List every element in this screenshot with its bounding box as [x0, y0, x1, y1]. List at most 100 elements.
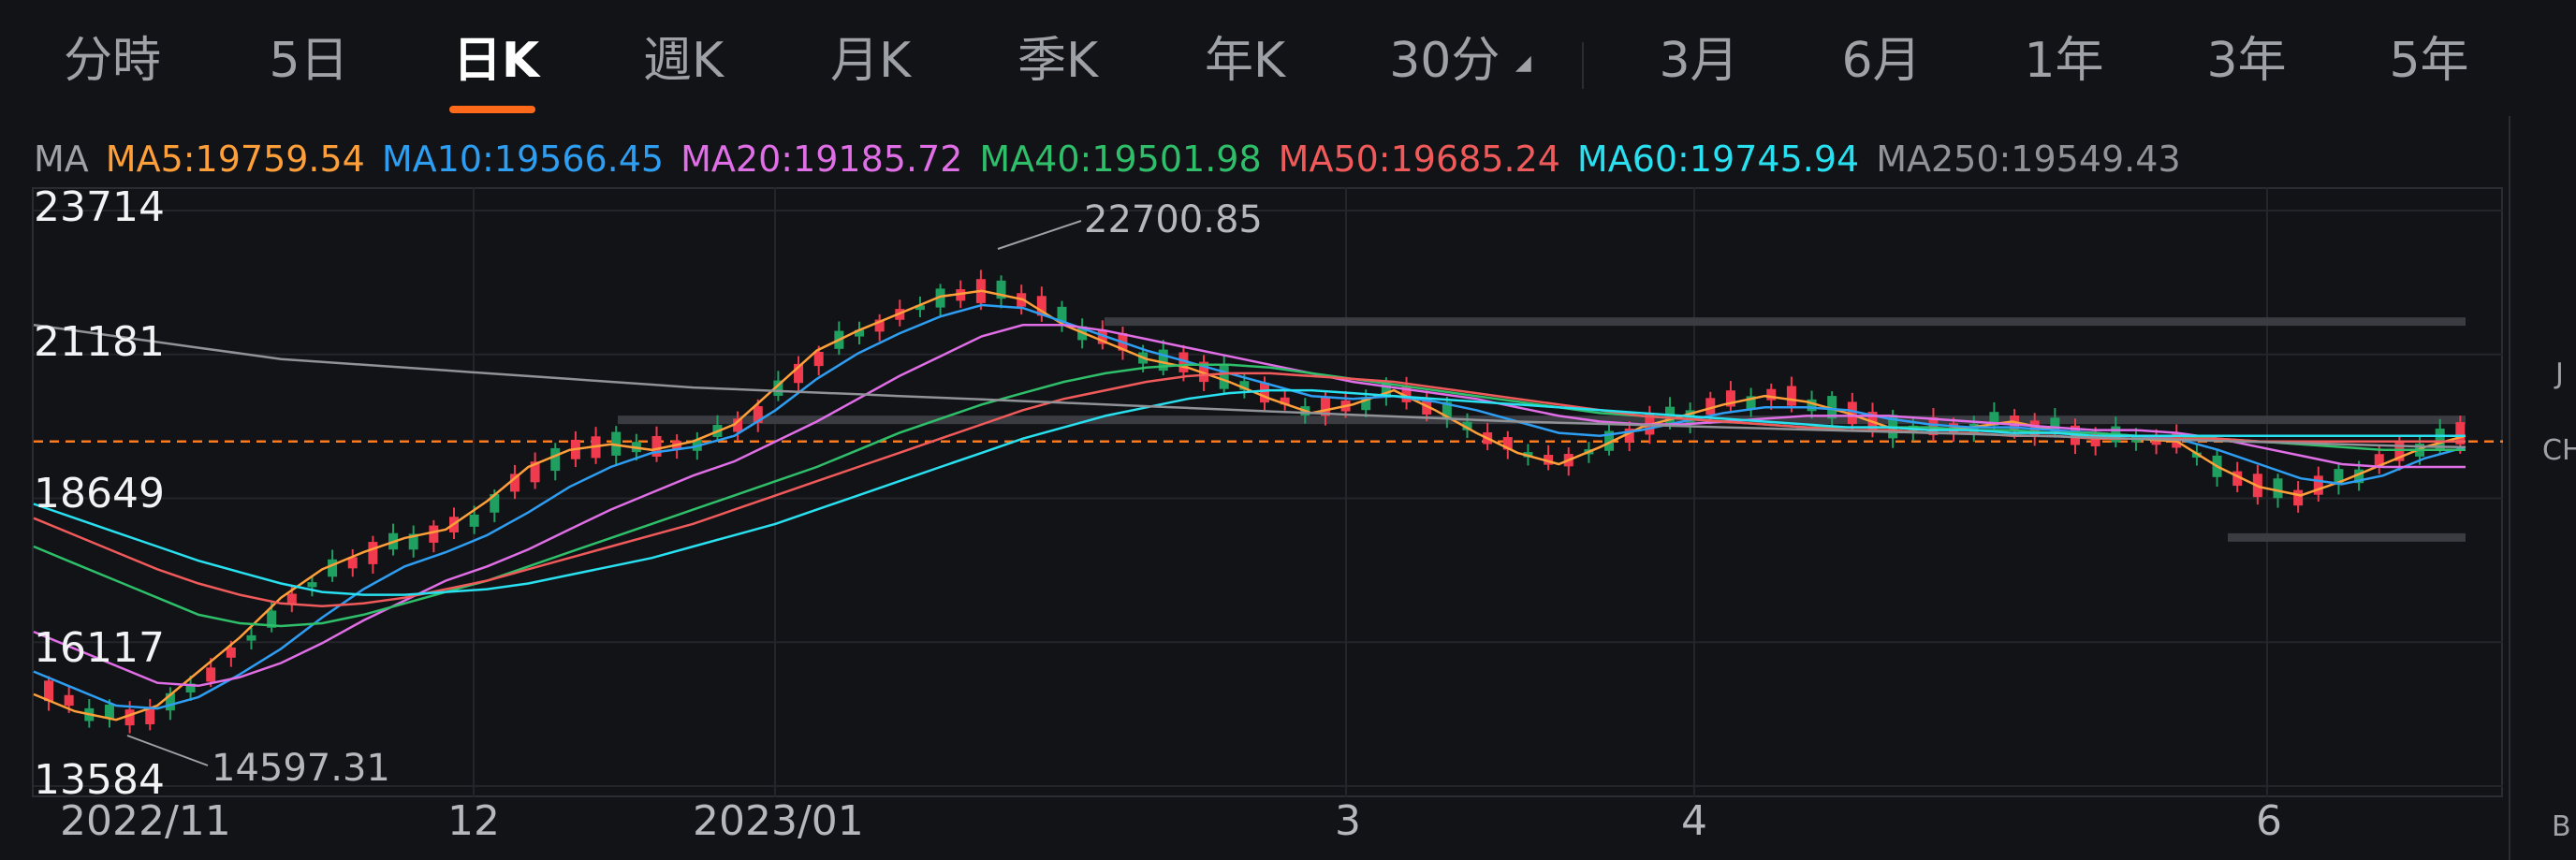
y-tick-label: 18649	[34, 470, 165, 517]
candle-body	[1057, 306, 1067, 323]
candle-body	[1624, 428, 1634, 443]
range-5y[interactable]: 5年	[2389, 33, 2469, 89]
candle-body	[328, 559, 338, 577]
ma-legend-item: MA	[34, 138, 89, 180]
ma-line-ma10	[33, 303, 2466, 710]
candle-body	[347, 557, 358, 569]
candle-body	[307, 582, 317, 588]
candle-body	[2394, 442, 2405, 461]
candle-body	[1401, 386, 1412, 402]
candle-body	[1280, 397, 1290, 405]
tab-monthly-k[interactable]: 月K	[829, 33, 912, 89]
ma-line-ma60	[33, 388, 2466, 596]
tab-quarterly-k[interactable]: 季K	[1017, 33, 1099, 89]
candle-body	[1097, 329, 1107, 344]
candle-body	[651, 435, 662, 457]
x-tick-label: 4	[1681, 797, 1707, 845]
candle-body	[104, 704, 114, 719]
candle-body	[368, 542, 378, 564]
ma-legend-item: MA20:19185.72	[681, 138, 963, 180]
high-annotation-leader	[997, 220, 1082, 250]
candle-body	[1199, 361, 1209, 383]
candle-body	[1928, 417, 1939, 436]
candle-body	[1807, 399, 1817, 412]
ma-legend-item: MA60:19745.94	[1576, 138, 1860, 180]
candle-body	[935, 288, 945, 308]
ma-line-ma40	[33, 363, 2466, 628]
candle-body	[1827, 396, 1837, 419]
candle-body	[408, 533, 418, 550]
tab-intraday[interactable]: 分時	[63, 33, 161, 89]
ma-legend-item: MA5:19759.54	[105, 138, 365, 180]
y-tick-label: 16117	[34, 624, 165, 672]
ma-legend-item: MA50:19685.24	[1278, 138, 1560, 180]
candle-body	[530, 461, 540, 483]
tab-weekly-k[interactable]: 週K	[642, 33, 724, 89]
tab-30min-label: 30分	[1389, 33, 1500, 89]
candle-body	[1746, 396, 1756, 410]
candle-body	[996, 280, 1006, 299]
candle-body	[124, 709, 135, 726]
candle-body	[956, 289, 966, 301]
low-annotation-leader	[126, 735, 209, 766]
candle-body	[874, 319, 885, 332]
ma-line-ma50	[33, 372, 2466, 608]
right-panel-label-3: B	[2552, 810, 2571, 843]
candle-body	[1158, 349, 1168, 372]
candle-body	[64, 694, 74, 707]
candle-body	[2374, 454, 2384, 468]
tab-daily-k[interactable]: 日K	[452, 33, 540, 89]
x-tick-label: 2023/01	[693, 797, 864, 845]
timeframe-tabs: 分時 5日 日K 週K 月K 季K 年K 30分 ◢ 3月 6月 1年 3年 5…	[0, 0, 2576, 116]
tab-separator	[1582, 42, 1584, 89]
candle-body	[490, 493, 500, 513]
tab-5day[interactable]: 5日	[269, 33, 349, 89]
x-tick-label: 2022/11	[60, 797, 231, 845]
ma-legend-item: MA10:19566.45	[381, 138, 665, 180]
ma-legend-item: MA40:19501.98	[979, 138, 1262, 180]
candle-body	[1036, 296, 1046, 316]
candle-body	[509, 474, 520, 492]
candle-body	[226, 647, 236, 658]
candle-body	[206, 667, 216, 682]
range-6m[interactable]: 6月	[1841, 33, 1922, 89]
candle-body	[1786, 386, 1796, 406]
right-panel-label-1: J	[2555, 357, 2564, 390]
candle-body	[2090, 433, 2100, 446]
candle-body	[2435, 429, 2445, 450]
right-side-panel: J CH B	[2509, 116, 2576, 860]
candle-body	[1462, 421, 1472, 430]
candle-body	[2334, 469, 2344, 486]
ma-line-ma250	[33, 324, 2466, 449]
candle-body	[1361, 398, 1371, 411]
candle-body	[2050, 417, 2060, 433]
chart-area[interactable]	[32, 187, 2503, 797]
range-3m[interactable]: 3月	[1659, 33, 1739, 89]
candle-body	[1219, 365, 1229, 389]
candle-body	[550, 447, 561, 472]
candle-body	[1847, 401, 1857, 425]
y-tick-label: 13584	[34, 756, 165, 804]
candle-body	[1544, 455, 1554, 465]
candle-body	[1502, 437, 1513, 450]
range-1y[interactable]: 1年	[2024, 33, 2104, 89]
tab-30min[interactable]: 30分 ◢	[1376, 28, 1544, 94]
candle-body	[813, 352, 824, 367]
candle-body	[429, 525, 439, 543]
candle-body	[1725, 390, 1735, 407]
candle-body	[915, 305, 925, 311]
candle-body	[286, 593, 297, 604]
dropdown-caret-icon: ◢	[1515, 51, 1531, 75]
candle-body	[1260, 382, 1269, 403]
candle-body	[2293, 489, 2304, 506]
candle-body	[611, 431, 622, 456]
candle-body	[1969, 423, 1979, 434]
candle-body	[246, 634, 256, 641]
tab-yearly-k[interactable]: 年K	[1204, 33, 1286, 89]
high-annotation-label: 22700.85	[1084, 198, 1263, 241]
low-annotation-label: 14597.31	[212, 747, 390, 790]
ma-line-ma20	[33, 324, 2466, 688]
y-tick-label: 23714	[34, 183, 165, 231]
range-3y[interactable]: 3年	[2206, 33, 2287, 89]
ma-legend[interactable]: MA MA5:19759.54 MA10:19566.45 MA20:19185.72…	[34, 138, 2198, 185]
